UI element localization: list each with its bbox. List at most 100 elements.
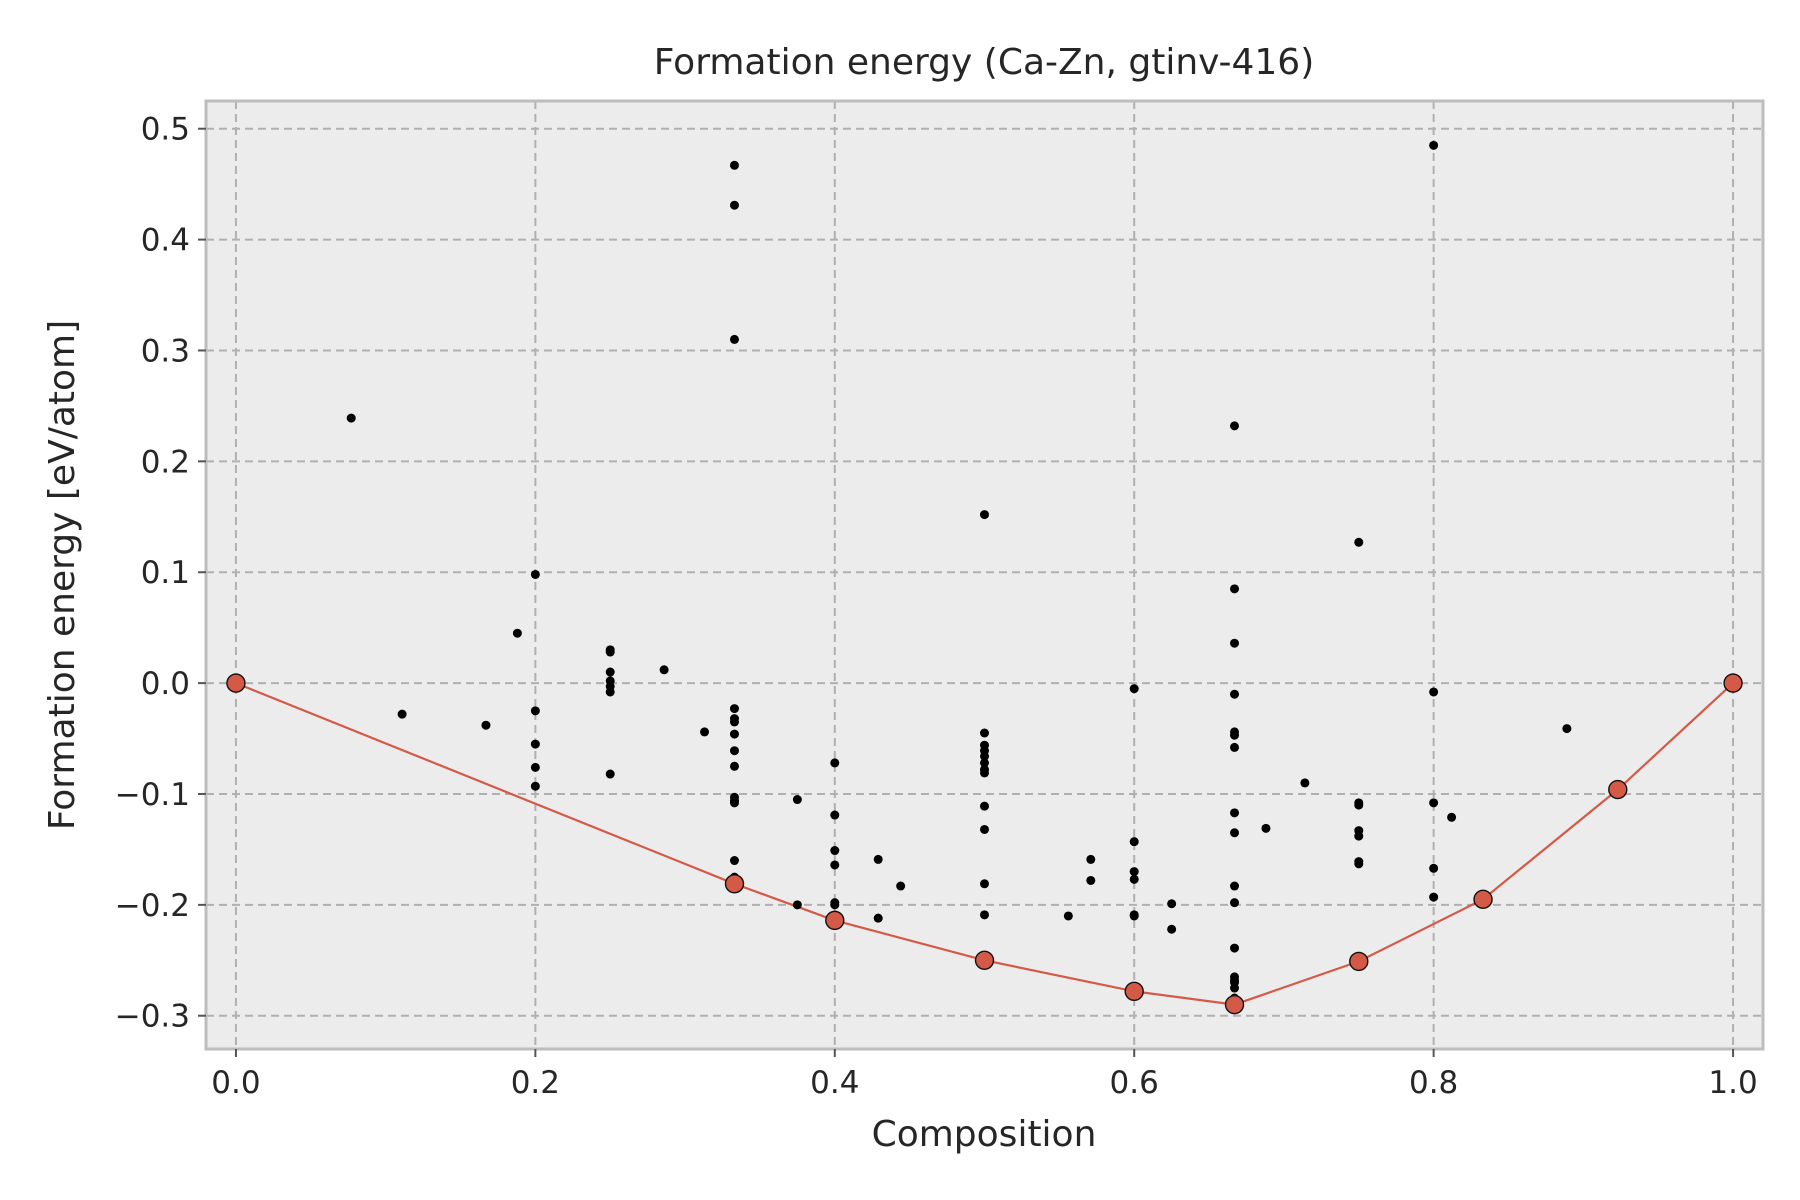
y-tick-label: 0.1 [141,555,190,591]
y-tick-label: 0.2 [141,444,190,480]
structure-point [1429,687,1439,697]
structure-point [530,781,540,791]
plot-background [206,101,1763,1049]
structure-point [1086,875,1096,885]
structure-point [530,739,540,749]
hull-point [1608,779,1628,800]
structure-point [729,746,739,756]
structure-points [346,140,1572,1003]
structure-point [1230,983,1240,993]
y-tick-label: 0.3 [141,333,190,369]
structure-point [980,510,989,520]
structure-point [1129,911,1139,921]
structure-point [1354,831,1364,841]
y-tick-label: −0.1 [115,777,190,813]
structure-point [1562,724,1572,734]
hull-point [1124,981,1144,1002]
structure-point [1447,812,1457,822]
y-tick-label: 0.5 [141,112,190,148]
y-tick-label: 0.4 [141,223,190,259]
structure-point [512,628,522,638]
structure-point [700,727,710,737]
structure-point [1261,823,1271,833]
structure-point [980,751,989,761]
structure-point [346,413,356,423]
structure-point [397,709,407,719]
structure-point [729,200,739,210]
structure-point [1429,140,1439,150]
structure-point [1129,867,1139,877]
structure-point [1230,881,1240,891]
structure-point [873,854,883,864]
structure-point [605,647,615,657]
structure-point [980,879,989,889]
structure-point [980,910,989,920]
hull-point [1349,951,1369,972]
x-tick-label: 0.0 [211,1065,260,1101]
structure-point [729,717,739,727]
structure-point [830,846,840,856]
structure-point [792,795,802,805]
hull-point [1723,673,1743,693]
structure-point [980,728,989,738]
y-axis-ticks: 0.5 0.4 0.3 0.2 0.1 0.0 −0.1 −0.2 −0.3 [115,112,206,1035]
structure-point [1230,828,1240,838]
structure-point [1429,798,1439,808]
structure-point [1300,778,1310,788]
structure-point [481,720,491,730]
structure-point [729,761,739,771]
structure-point [1429,892,1439,902]
hull-point [724,874,745,894]
structure-point [729,334,739,344]
structure-point [980,758,989,768]
structure-point [1230,421,1240,431]
structure-point [830,810,840,820]
y-axis-label: Formation energy [eV/atom] [42,320,83,830]
structure-point [605,667,615,677]
structure-point [605,769,615,779]
hull-point [1224,994,1245,1015]
structure-point [1354,859,1364,869]
structure-point [873,913,883,923]
structure-point [1354,800,1364,810]
structure-point [1230,584,1240,594]
x-tick-label: 0.2 [511,1065,560,1101]
structure-point [1354,537,1364,547]
hull-point [226,673,246,693]
hull-point [1473,889,1493,910]
x-tick-label: 1.0 [1708,1065,1757,1101]
structure-point [1167,924,1177,934]
structure-point [1129,837,1139,847]
hull-point [825,910,845,931]
chart-title: Formation energy (Ca-Zn, gtinv-416) [654,42,1315,83]
structure-point [1429,863,1439,873]
structure-point [1086,854,1096,864]
x-tick-label: 0.8 [1409,1065,1458,1101]
structure-point [530,706,540,716]
structure-point [729,856,739,866]
convex-hull-points [226,673,1743,1015]
structure-point [1063,911,1073,921]
structure-point [729,729,739,739]
structure-point [1230,689,1240,699]
structure-point [1230,898,1240,908]
hull-line [235,682,1734,1006]
structure-point [980,801,989,811]
x-axis-ticks: 0.0 0.2 0.4 0.6 0.8 1.0 [211,1049,1758,1101]
structure-point [1129,684,1139,694]
y-tick-label: −0.3 [115,999,190,1035]
structure-point [1230,742,1240,752]
convex-hull-line [235,682,1734,1006]
structure-point [830,900,840,910]
structure-point [1167,899,1177,909]
structure-point [896,881,906,891]
structure-point [792,900,802,910]
hull-point [974,950,995,970]
y-tick-label: −0.2 [115,888,190,924]
structure-point [530,569,540,579]
structure-point [1230,943,1240,953]
structure-point [830,758,840,768]
plot-frame [204,99,1765,1051]
structure-point [729,704,739,714]
